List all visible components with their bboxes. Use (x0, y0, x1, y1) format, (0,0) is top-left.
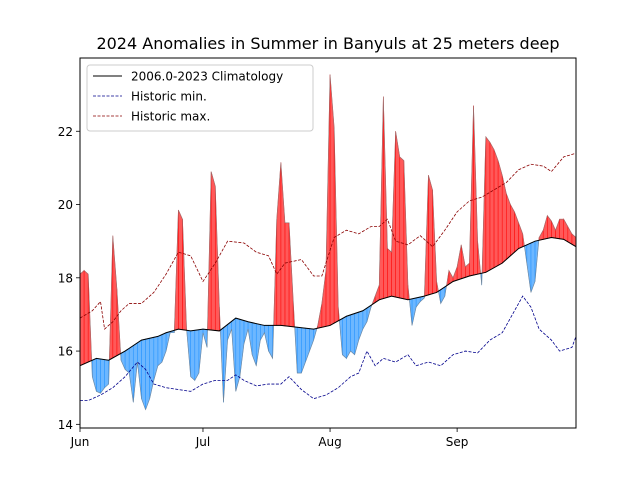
anomaly-above-fill (395, 131, 401, 299)
anomaly-below-fill (190, 329, 196, 382)
series-lines (80, 74, 576, 411)
observed-temperature-line (80, 74, 576, 411)
anomaly-above-fill (559, 218, 565, 240)
y-tick-label: 14 (58, 418, 73, 432)
x-tick-label: Sep (446, 435, 469, 449)
x-tick-label: Jun (70, 435, 90, 449)
anomaly-above-fill (284, 222, 290, 327)
anomaly-above-fill (485, 135, 491, 273)
anomaly-fills (80, 74, 576, 410)
anomaly-below-fill (96, 358, 101, 394)
anomaly-above-fill (387, 247, 392, 298)
legend-label: Historic min. (131, 90, 207, 104)
legend-box (86, 64, 314, 132)
anomaly-below-fill (296, 326, 302, 374)
chart-title: 2024 Anomalies in Summer in Banyuls at 2… (96, 34, 559, 53)
anomaly-below-fill (104, 359, 109, 389)
anomaly-above-fill (428, 175, 433, 296)
y-tick-label: 22 (58, 125, 73, 139)
historic-min-line (80, 295, 576, 401)
anomaly-above-fill (178, 209, 183, 331)
anomaly-above-fill (83, 269, 89, 365)
anomaly-above-fill (399, 156, 405, 300)
anomaly-below-fill (141, 338, 146, 410)
y-tick-label: 18 (58, 271, 73, 285)
legend-label: 2006.0-2023 Climatology (131, 70, 283, 84)
anomaly-above-fill (489, 141, 495, 271)
x-axis: Jun Jul Aug Sep (70, 428, 469, 449)
anomaly-below-fill (124, 347, 130, 374)
anomaly-below-fill (350, 313, 355, 356)
y-tick-label: 16 (58, 345, 73, 359)
historic-max-line (80, 152, 576, 330)
y-tick-label: 20 (58, 198, 73, 212)
climatology-line (80, 236, 576, 367)
anomaly-below-fill (194, 329, 200, 382)
anomaly-above-fill (497, 160, 503, 266)
anomaly-above-fill (493, 149, 499, 269)
anomaly-below-fill (145, 337, 150, 410)
legend: 2006.0-2023 Climatology Historic min. Hist… (86, 64, 314, 132)
anomaly-below-fill (157, 334, 163, 367)
anomaly-above-fill (210, 171, 216, 331)
anomaly-below-fill (342, 315, 347, 360)
plot-frame (79, 57, 577, 429)
anomaly-above-fill (510, 203, 515, 257)
x-tick-label: Jul (195, 435, 210, 449)
x-tick-label: Aug (318, 435, 341, 449)
y-axis: 14 16 18 20 22 (58, 125, 80, 432)
legend-label: Historic max. (131, 110, 210, 124)
